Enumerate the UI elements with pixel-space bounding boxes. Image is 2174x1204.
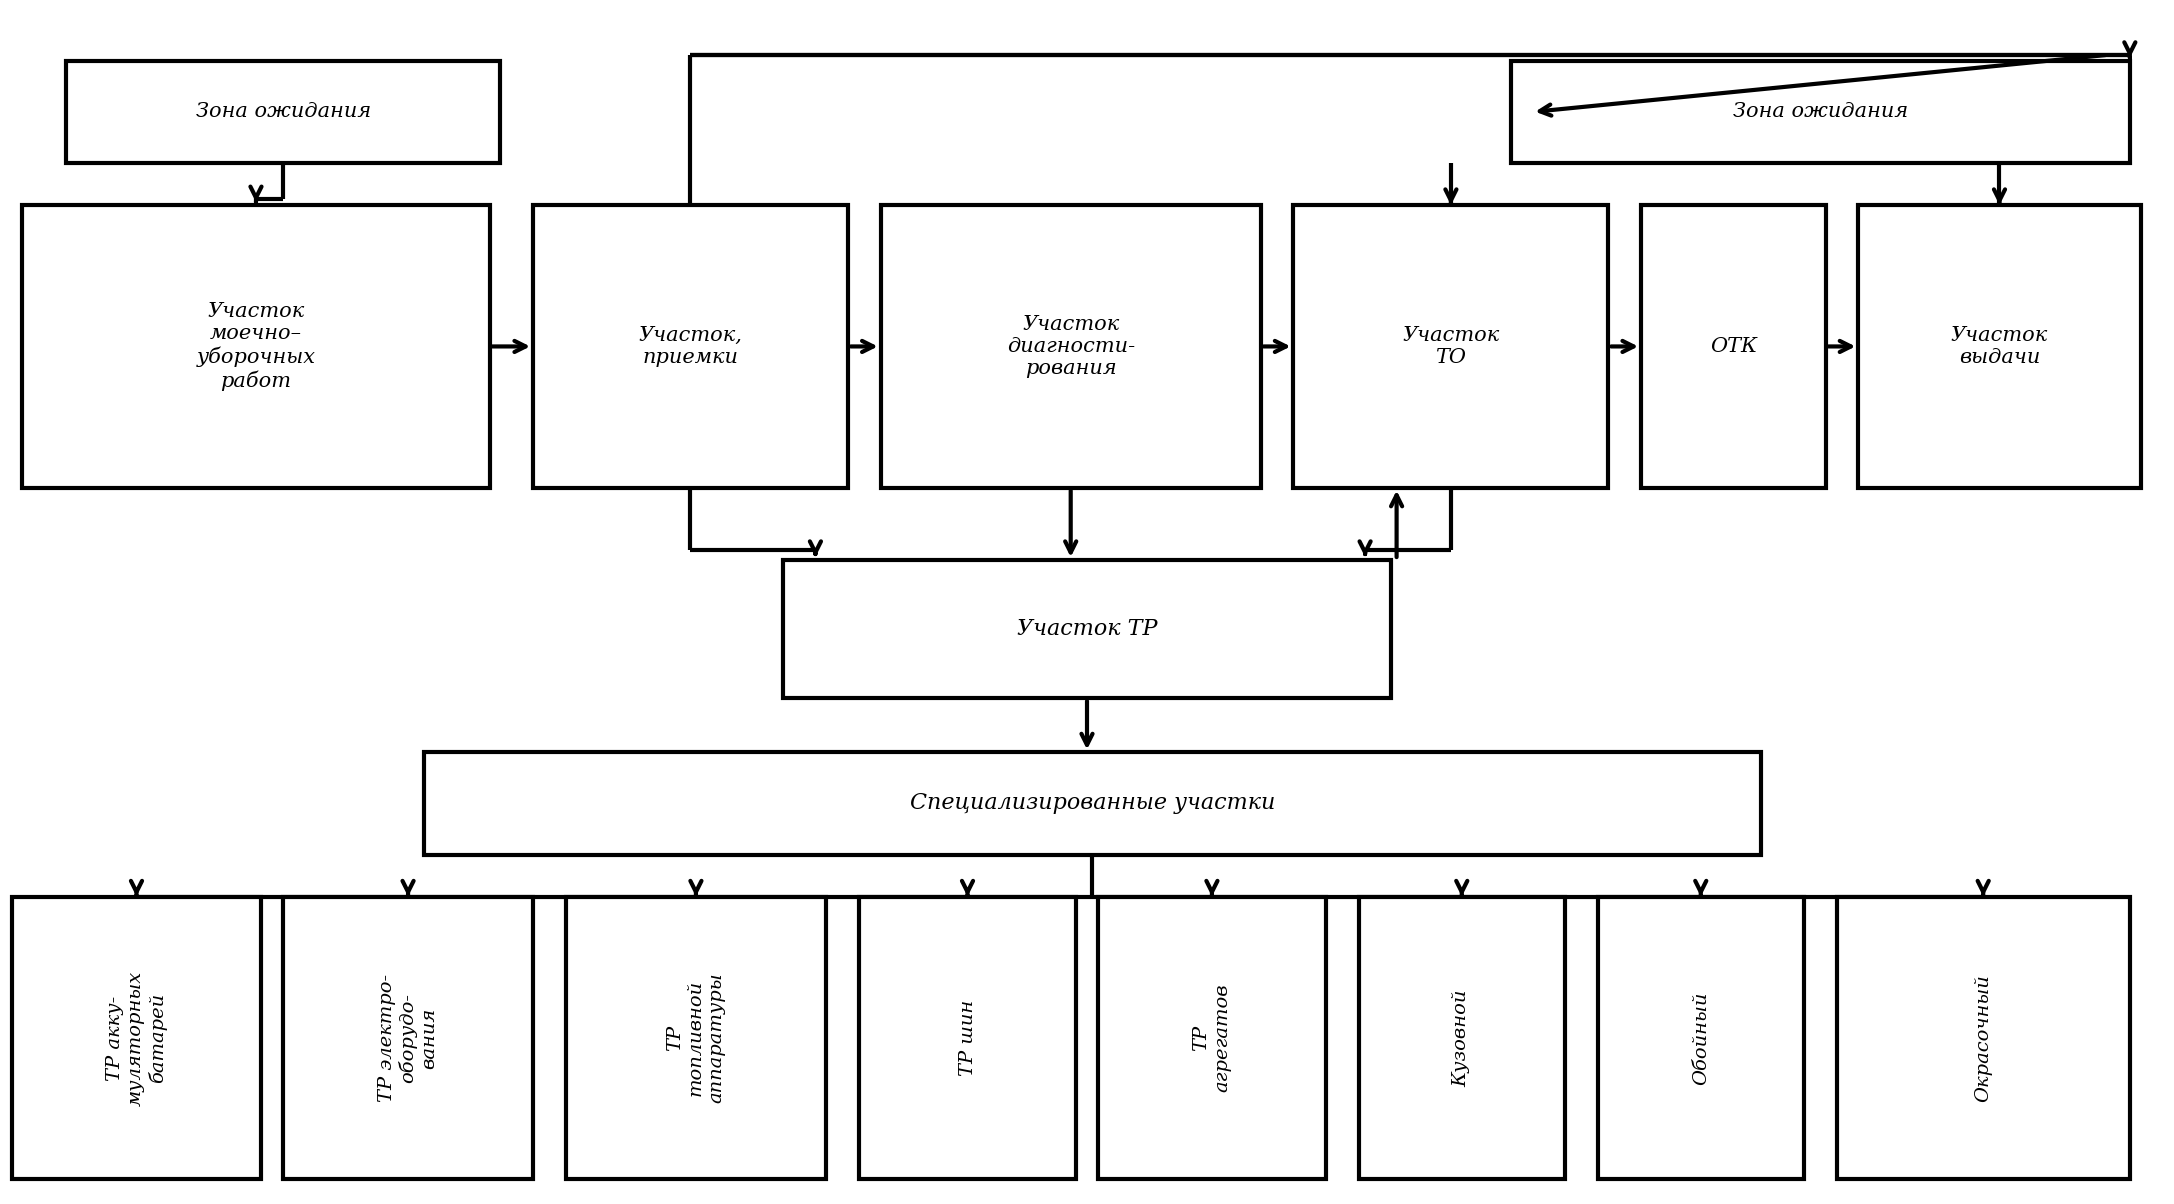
FancyBboxPatch shape: [65, 61, 500, 163]
FancyBboxPatch shape: [880, 205, 1261, 488]
Text: ТР шин: ТР шин: [959, 999, 976, 1076]
Text: Участок ТР: Участок ТР: [1017, 618, 1157, 641]
Text: Зона ожидания: Зона ожидания: [1733, 102, 1909, 122]
Text: Участок,
приемки: Участок, приемки: [639, 326, 744, 367]
Text: Участок
диагности-
рования: Участок диагности- рования: [1007, 315, 1135, 378]
Text: Участок
моечно–
уборочных
работ: Участок моечно– уборочных работ: [196, 302, 315, 391]
Text: Кузовной: Кузовной: [1452, 990, 1472, 1087]
Text: ТР акку-
муляторных
батарей: ТР акку- муляторных батарей: [107, 970, 167, 1105]
FancyBboxPatch shape: [1294, 205, 1609, 488]
FancyBboxPatch shape: [783, 560, 1391, 698]
Text: Окрасочный: Окрасочный: [1974, 974, 1991, 1102]
FancyBboxPatch shape: [283, 897, 533, 1179]
FancyBboxPatch shape: [1859, 205, 2141, 488]
FancyBboxPatch shape: [1098, 897, 1326, 1179]
FancyBboxPatch shape: [424, 752, 1761, 855]
FancyBboxPatch shape: [1641, 205, 1826, 488]
Text: Участок
выдачи: Участок выдачи: [1950, 326, 2048, 367]
Text: ТР
топливной
аппаратуры: ТР топливной аппаратуры: [665, 973, 726, 1103]
FancyBboxPatch shape: [533, 205, 848, 488]
Text: ОТК: ОТК: [1709, 337, 1757, 356]
FancyBboxPatch shape: [1359, 897, 1565, 1179]
FancyBboxPatch shape: [11, 897, 261, 1179]
Text: Зона ожидания: Зона ожидания: [196, 102, 372, 122]
Text: Обойный: Обойный: [1691, 991, 1709, 1085]
FancyBboxPatch shape: [22, 205, 489, 488]
FancyBboxPatch shape: [1511, 61, 2131, 163]
FancyBboxPatch shape: [859, 897, 1076, 1179]
FancyBboxPatch shape: [1598, 897, 1804, 1179]
FancyBboxPatch shape: [565, 897, 826, 1179]
FancyBboxPatch shape: [1837, 897, 2131, 1179]
Text: Специализированные участки: Специализированные участки: [909, 792, 1276, 814]
Text: ТР
агрегатов: ТР агрегатов: [1194, 984, 1230, 1092]
Text: ТР электро-
оборудо-
вания: ТР электро- оборудо- вания: [378, 974, 439, 1102]
Text: Участок
ТО: Участок ТО: [1402, 326, 1500, 367]
